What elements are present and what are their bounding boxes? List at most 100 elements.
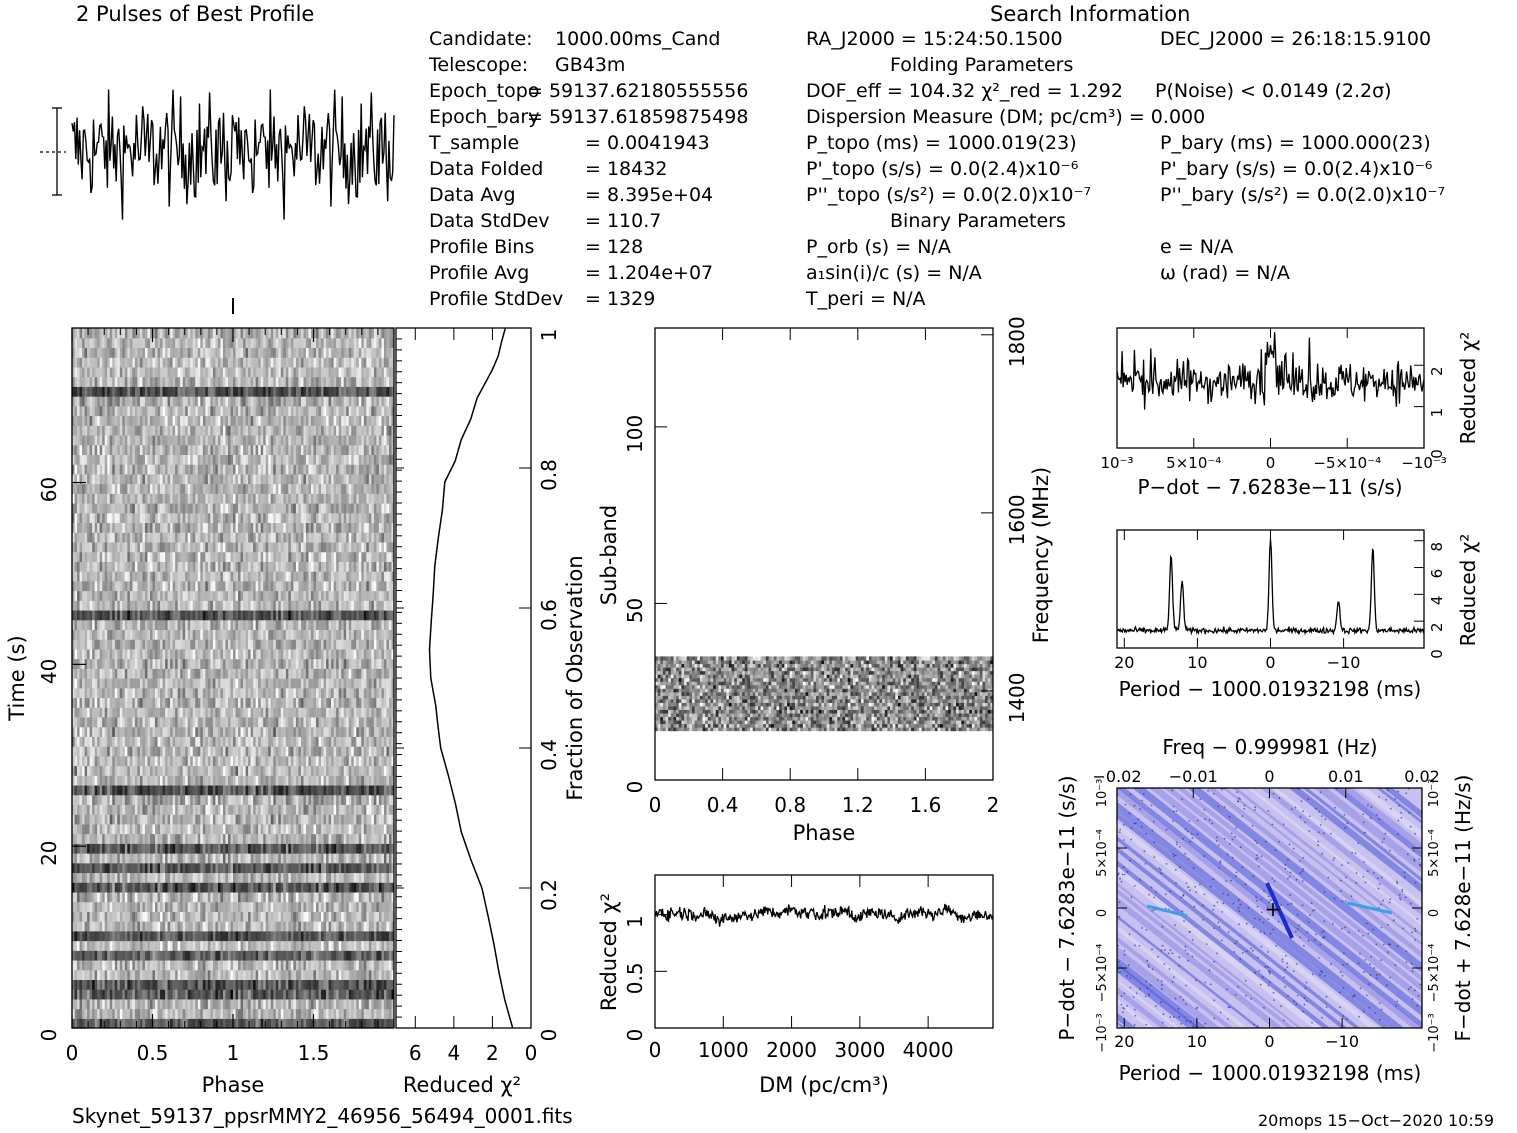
heatmap-cell — [321, 794, 325, 805]
heatmap-cell — [316, 804, 320, 815]
heatmap-cell — [212, 1008, 216, 1019]
heatmap-cell — [220, 872, 224, 883]
heatmap-cell — [119, 823, 123, 835]
heatmap-cell — [197, 901, 201, 912]
heatmap-cell — [366, 814, 370, 825]
heatmap-cell — [273, 998, 277, 1010]
heatmap-cell — [74, 1008, 78, 1019]
heatmap-cell — [298, 853, 302, 864]
heatmap-cell — [275, 930, 279, 942]
heatmap-cell — [72, 687, 76, 699]
heatmap-cell — [253, 853, 257, 864]
heatmap-cell — [336, 921, 340, 932]
heatmap-cell — [205, 658, 209, 669]
heatmap-cell — [157, 746, 161, 757]
heatmap-cell — [351, 736, 355, 747]
heatmap-cell — [157, 794, 161, 805]
heatmap-cell — [92, 911, 96, 922]
heatmap-cell — [240, 872, 244, 883]
heatmap-cell — [77, 823, 81, 835]
heatmap-cell — [124, 921, 128, 932]
heatmap-cell — [326, 891, 330, 903]
heatmap-cell — [303, 697, 307, 708]
heatmap-cell — [99, 940, 103, 951]
heatmap-cell — [305, 804, 310, 815]
heatmap-cell — [238, 872, 242, 883]
heatmap-cell — [92, 746, 96, 757]
heatmap-cell — [305, 1018, 310, 1028]
heatmap-cell — [376, 950, 380, 961]
heatmap-cell — [248, 833, 252, 844]
heatmap-cell — [112, 843, 116, 854]
heatmap-cell — [114, 853, 118, 864]
heatmap-cell — [383, 687, 388, 699]
heatmap-cell — [285, 1018, 289, 1028]
heatmap-cell — [356, 707, 360, 718]
heatmap-cell — [129, 658, 133, 669]
heatmap-cell — [285, 853, 289, 864]
heatmap-cell — [300, 775, 305, 786]
heatmap-cell — [243, 979, 247, 990]
heatmap-cell — [363, 969, 367, 980]
heatmap-cell — [305, 1008, 310, 1019]
heatmap-cell — [363, 697, 367, 708]
heatmap-cell — [87, 726, 91, 737]
heatmap-cell — [215, 746, 219, 757]
heatmap-cell — [177, 998, 181, 1010]
heatmap-cell — [253, 930, 257, 942]
heatmap-cell — [182, 930, 186, 942]
heatmap-cell — [227, 843, 232, 854]
heatmap-cell — [300, 862, 305, 874]
heatmap-cell — [331, 687, 335, 699]
heatmap-cell — [185, 1018, 189, 1028]
heatmap-cell — [225, 658, 229, 669]
heatmap-cell — [84, 668, 88, 679]
heatmap-cell — [170, 853, 174, 864]
heatmap-cell — [144, 901, 149, 912]
heatmap-cell — [185, 1008, 189, 1019]
heatmap-cell — [185, 940, 189, 951]
heatmap-cell — [371, 882, 375, 893]
heatmap-cell — [376, 843, 380, 854]
heatmap-cell — [172, 901, 176, 912]
heatmap-cell — [376, 736, 380, 747]
heatmap-cell — [290, 765, 294, 776]
heatmap-cell — [192, 921, 196, 932]
heatmap-cell — [331, 930, 335, 942]
heatmap-cell — [190, 794, 194, 805]
heatmap-cell — [260, 697, 264, 708]
heatmap-cell — [313, 794, 317, 805]
heatmap-cell — [321, 755, 325, 767]
heatmap-cell — [134, 989, 139, 1000]
heatmap-cell — [305, 668, 310, 679]
heatmap-cell — [122, 794, 126, 805]
heatmap-cell — [147, 746, 151, 757]
heatmap-cell — [248, 784, 252, 796]
heatmap-cell — [376, 989, 380, 1000]
heatmap-cell — [104, 716, 108, 728]
heatmap-cell — [361, 823, 365, 835]
heatmap-cell — [298, 775, 302, 786]
heatmap-cell — [87, 921, 91, 932]
heatmap-cell — [182, 707, 186, 718]
heatmap-cell — [170, 697, 174, 708]
heatmap-cell — [313, 765, 317, 776]
heatmap-cell — [383, 911, 388, 922]
heatmap-cell — [348, 736, 352, 747]
heatmap-cell — [323, 940, 327, 951]
heatmap-cell — [222, 911, 227, 922]
heatmap-cell — [119, 736, 123, 747]
heatmap-cell — [87, 804, 91, 815]
heatmap-cell — [265, 882, 269, 893]
heatmap-cell — [160, 707, 164, 718]
heatmap-cell — [258, 1018, 262, 1028]
heatmap-cell — [356, 1018, 360, 1028]
heatmap-cell — [273, 891, 277, 903]
heatmap-cell — [205, 746, 209, 757]
heatmap-cell — [122, 658, 126, 669]
heatmap-cell — [300, 989, 305, 1000]
heatmap-cell — [72, 784, 76, 796]
heatmap-cell — [87, 989, 91, 1000]
heatmap-cell — [313, 736, 317, 747]
heatmap-cell — [89, 891, 93, 903]
